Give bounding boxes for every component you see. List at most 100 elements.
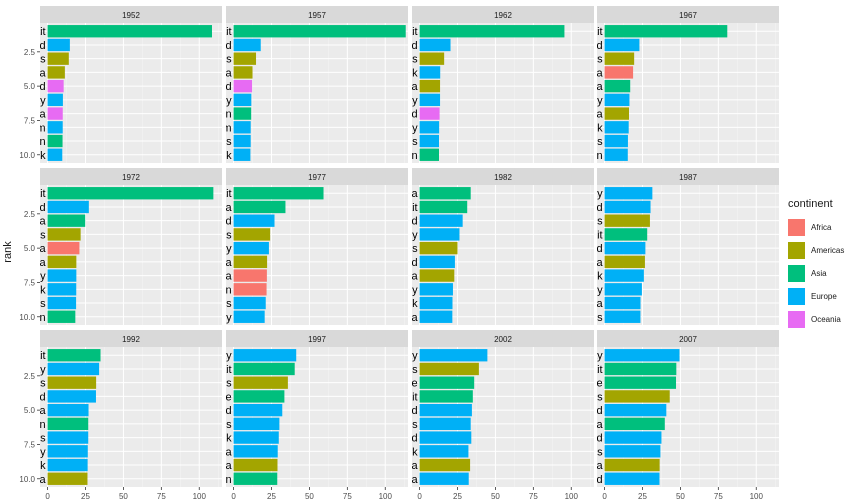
bar [233, 445, 278, 458]
bar [604, 241, 646, 255]
facet-strip [40, 330, 222, 347]
bar-label: Denmark [187, 433, 232, 445]
bar [233, 472, 278, 485]
bar-label: Norway [565, 95, 603, 107]
bar [604, 187, 653, 200]
bar [604, 362, 677, 376]
bar [419, 52, 445, 65]
facet-strip [412, 330, 594, 347]
bar-label: Netherlands [358, 419, 418, 431]
facet-strip [597, 6, 779, 23]
panel-marks: Kuwait Saudi Arabia SwitzerlandUnited Stat… [166, 187, 324, 324]
bar-label: Sweden [563, 150, 603, 162]
bar-label: United States [0, 378, 46, 390]
bar [604, 228, 648, 241]
bar-label: Germany [0, 446, 46, 458]
bar [233, 214, 275, 227]
y-tick-label: 2.5 [24, 372, 36, 381]
legend-label: Americas [811, 246, 845, 255]
bar [47, 66, 65, 79]
bar [47, 296, 77, 310]
y-tick-label: 5.0 [24, 406, 36, 415]
bar-label: Switzerland [175, 216, 232, 228]
bar [233, 417, 280, 431]
bar-label: Norway [194, 350, 232, 362]
bar [233, 66, 253, 79]
bar-label: Netherlands [172, 136, 232, 148]
bar-label: Switzerland [361, 40, 418, 52]
bar [419, 403, 472, 417]
bar [604, 283, 642, 296]
bar-label: Netherlands [543, 446, 603, 458]
bar-label: Saudi Arabia [0, 216, 46, 228]
bar [419, 214, 463, 227]
bar-label: Kuwait [13, 188, 46, 200]
panel-marks: Norway Kuwait SingaporeUnited States Irelan… [543, 349, 680, 486]
bar-label: Libya [576, 67, 603, 79]
bar-label: Norway [8, 364, 46, 376]
bar [47, 134, 63, 148]
bar-label: Canada [379, 460, 418, 472]
facet-strip [40, 168, 222, 185]
bar-label: Denmark [373, 67, 418, 79]
bar-label: Netherlands [0, 298, 46, 310]
facet-label: 1987 [679, 173, 697, 182]
bar-label: Singapore [552, 378, 602, 390]
panel-background [40, 23, 222, 163]
bar [233, 121, 251, 134]
bar [47, 93, 63, 107]
bar [47, 107, 63, 120]
facet-label: 1992 [122, 335, 140, 344]
bar-label: Bahrain [8, 312, 46, 324]
bar-label: Denmark [1, 460, 46, 472]
bar [419, 445, 469, 458]
bar [604, 79, 631, 93]
bar [604, 25, 728, 38]
bar-label: Canada [379, 81, 418, 93]
legend-item-africa: Africa [788, 216, 844, 239]
y-tick-label: 10.0 [19, 475, 35, 484]
bar-label: Netherlands [543, 312, 603, 324]
bar-label: Netherlands [543, 136, 603, 148]
y-tick-label: 5.0 [24, 82, 36, 91]
bar [233, 390, 285, 403]
y-tick-label: 7.5 [24, 440, 36, 449]
bar-label: Kuwait [570, 26, 603, 38]
bar-label: Bahrain [8, 136, 46, 148]
panel-marks: Norway Switzerland United StatesKuwait Icel… [543, 187, 653, 324]
bar [419, 255, 455, 269]
bar [604, 445, 661, 458]
bar-label: Canada [7, 474, 46, 486]
bar [47, 362, 100, 376]
bar-label: Netherlands [358, 136, 418, 148]
panel-marks: Kuwait Switzerland United StatesDenmark Can… [358, 25, 565, 162]
bar [47, 38, 70, 52]
legend-label: Oceania [811, 315, 841, 324]
panel-marks: Norway Kuwait United StatesSingapore Switze… [187, 349, 297, 486]
bar-label: Denmark [373, 298, 418, 310]
bar [419, 241, 458, 255]
bar-label: Norway [194, 95, 232, 107]
bar-label: Kuwait [199, 188, 232, 200]
bar-label: Germany [186, 312, 232, 324]
bar [604, 269, 644, 282]
bar [604, 134, 628, 148]
bar [233, 93, 252, 107]
bar-label: United States [166, 229, 233, 241]
bar-label: Canada [564, 109, 603, 121]
bar-label: United States [0, 54, 46, 66]
bar-label: Ireland [569, 405, 603, 417]
bar-label: Canada [564, 257, 603, 269]
bar-label: Norway [8, 95, 46, 107]
x-tick-label: 50 [491, 492, 500, 501]
bar-label: Saudi Arabia [540, 81, 603, 93]
bar-label: Libya [19, 243, 46, 255]
legend-item-americas: Americas [788, 239, 844, 262]
bar [233, 38, 261, 52]
x-tick-label: 75 [714, 492, 723, 501]
bar [419, 349, 488, 362]
bar-label: Denmark [187, 150, 232, 162]
bar [419, 121, 440, 134]
bar-label: Kuwait [13, 26, 46, 38]
